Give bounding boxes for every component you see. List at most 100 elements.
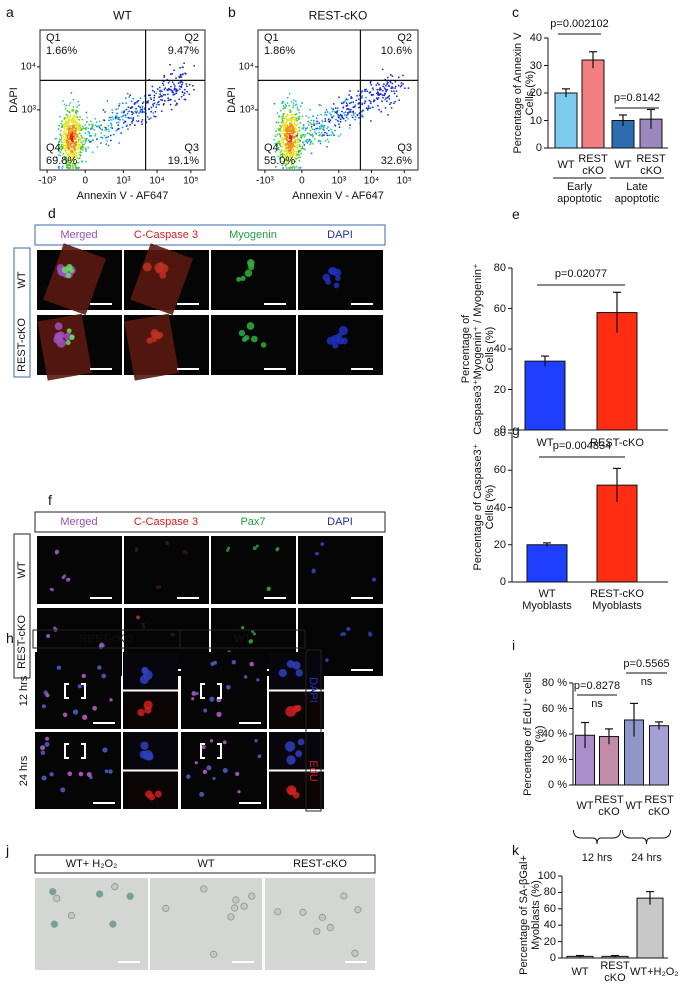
event-dot — [77, 140, 80, 143]
event-dot — [274, 166, 277, 168]
event-dot — [153, 115, 156, 118]
cell — [232, 896, 240, 904]
event-dot — [329, 119, 332, 122]
event-dot — [318, 127, 321, 130]
event-dot — [158, 96, 161, 99]
event-dot — [281, 123, 284, 125]
event-dot — [332, 115, 335, 117]
event-dot — [334, 124, 337, 127]
event-dot — [63, 103, 66, 106]
event-dot — [376, 88, 379, 91]
event-dot — [379, 88, 382, 91]
event-dot — [372, 93, 375, 96]
y-tick-label: 20 — [543, 935, 556, 948]
event-dot — [73, 132, 75, 134]
cell-signal — [159, 271, 167, 279]
event-dot — [127, 106, 130, 109]
event-dot — [328, 134, 331, 137]
micrograph — [211, 250, 296, 310]
event-dot — [70, 92, 73, 94]
event-dot — [77, 148, 80, 150]
quadrant-percent: 1.86% — [264, 45, 296, 57]
event-dot — [67, 167, 70, 169]
event-dot — [184, 72, 187, 75]
event-dot — [288, 140, 290, 143]
header-box — [179, 629, 306, 649]
event-dot — [292, 148, 295, 151]
event-dot — [299, 140, 302, 143]
event-dot — [320, 132, 323, 134]
event-dot — [274, 158, 277, 160]
event-dot — [287, 117, 290, 120]
event-dot — [82, 146, 85, 149]
cell-signal — [92, 705, 97, 711]
header-box — [34, 854, 376, 874]
event-dot — [131, 120, 133, 123]
event-dot — [356, 95, 359, 97]
event-dot — [298, 115, 301, 118]
event-dot — [328, 120, 331, 123]
event-dot — [65, 139, 68, 142]
event-dot — [82, 140, 85, 143]
event-dot — [297, 109, 300, 111]
event-dot — [319, 142, 322, 145]
cell-signal — [46, 634, 50, 638]
event-dot — [76, 118, 79, 121]
event-dot — [367, 105, 370, 107]
cell-signal — [40, 745, 46, 751]
event-dot — [125, 108, 128, 111]
event-dot — [59, 154, 62, 157]
cell-signal — [320, 542, 325, 546]
event-dot — [128, 110, 131, 113]
event-dot — [111, 111, 114, 114]
event-dot — [302, 134, 305, 136]
event-dot — [156, 88, 159, 90]
event-dot — [181, 66, 184, 69]
event-dot — [276, 144, 279, 147]
bar — [581, 59, 605, 149]
event-dot — [70, 130, 72, 133]
event-dot — [326, 138, 329, 141]
event-dot — [393, 92, 396, 95]
event-dot — [285, 163, 288, 166]
cell — [318, 913, 326, 921]
y-tick-label: 10 — [529, 114, 542, 127]
cell-signal — [62, 712, 68, 718]
event-dot — [152, 105, 155, 107]
micrograph — [298, 315, 383, 375]
event-dot — [73, 137, 76, 140]
event-dot — [371, 94, 373, 97]
event-dot — [69, 165, 72, 167]
event-dot — [287, 132, 290, 135]
event-dot — [193, 65, 196, 67]
event-dot — [74, 122, 77, 125]
event-dot — [57, 128, 60, 130]
event-dot — [79, 154, 82, 157]
event-dot — [331, 116, 333, 119]
row-label: 24 hrs — [18, 755, 30, 786]
event-dot — [118, 142, 120, 144]
cell-signal — [186, 774, 191, 779]
cell-signal — [150, 329, 159, 338]
event-dot — [100, 132, 103, 134]
event-dot — [120, 132, 123, 135]
panel-letter: e — [512, 206, 520, 222]
event-dot — [278, 116, 281, 118]
event-dot — [76, 116, 79, 118]
event-dot — [177, 82, 180, 85]
cell-signal — [67, 771, 73, 777]
cell-signal — [98, 644, 104, 650]
event-dot — [279, 136, 282, 138]
event-dot — [287, 161, 290, 163]
event-dot — [334, 107, 337, 109]
cell-signal — [243, 675, 248, 679]
event-dot — [76, 156, 78, 159]
cell-signal — [157, 585, 162, 589]
event-dot — [407, 87, 410, 89]
event-dot — [292, 135, 295, 138]
event-dot — [280, 130, 282, 133]
event-dot — [320, 126, 323, 128]
event-dot — [285, 143, 287, 145]
event-dot — [299, 105, 302, 108]
group-brace — [622, 829, 671, 845]
